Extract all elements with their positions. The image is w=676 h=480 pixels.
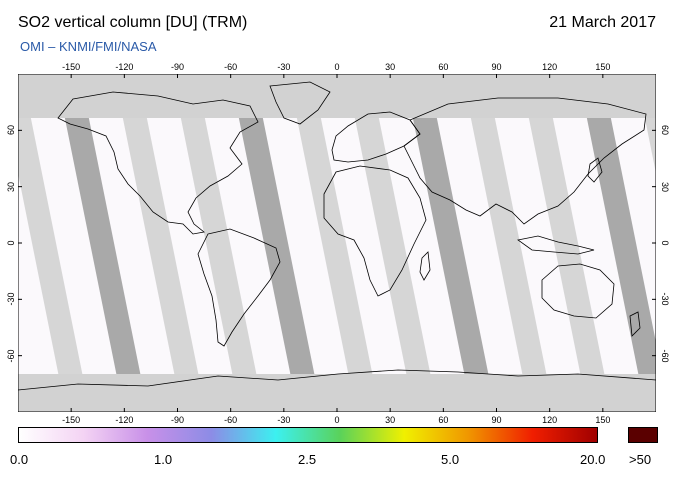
orbit-swath <box>462 74 554 412</box>
orbit-swath <box>18 74 90 412</box>
coastline-greenland <box>269 81 331 125</box>
lat-tick-label-right: 30 <box>660 181 670 192</box>
lat-tick-label-left: 30 <box>6 181 16 192</box>
lon-tick-label-bottom: -120 <box>115 415 134 425</box>
coastline-antarctica <box>18 369 656 391</box>
lat-tick-label-left: -60 <box>6 349 16 363</box>
orbit-swath <box>230 74 322 412</box>
color-scale-bar <box>18 427 598 443</box>
lat-tick-label-left: -30 <box>6 292 16 306</box>
colorbar-label-2: 2.5 <box>298 452 317 467</box>
lon-tick-label-top: -60 <box>224 62 238 72</box>
lon-tick-label-bottom: 120 <box>542 415 558 425</box>
lon-tick-label-bottom: -150 <box>62 415 81 425</box>
lon-tick-label-top: -30 <box>277 62 291 72</box>
coastline-north-america <box>57 91 259 235</box>
coastline-new-zealand <box>629 311 641 337</box>
orbit-swath <box>56 74 148 412</box>
lon-tick-label-bottom: 90 <box>491 415 502 425</box>
lon-tick-label-top: 0 <box>334 62 340 72</box>
orbit-swath <box>114 74 206 412</box>
lat-tick-label-right: 0 <box>660 240 670 246</box>
lon-tick-label-top: -90 <box>170 62 185 72</box>
lat-tick-label-right: -30 <box>660 292 670 306</box>
lon-tick-label-top: 150 <box>595 62 611 72</box>
orbit-swath <box>288 74 380 412</box>
lon-tick-label-top: -120 <box>115 62 134 72</box>
lon-tick-label-top: 30 <box>385 62 396 72</box>
over-range-swatch <box>628 427 658 443</box>
lon-tick-label-bottom: 0 <box>334 415 340 425</box>
lon-tick-label-bottom: -30 <box>277 415 291 425</box>
coastline-africa <box>323 165 427 297</box>
lat-tick-label-left: 0 <box>6 240 16 246</box>
lat-tick-label-left: 60 <box>6 125 16 136</box>
colorbar-label-4: 20.0 <box>580 452 606 467</box>
lon-tick-label-top: 90 <box>491 62 502 72</box>
orbit-swath <box>172 74 264 412</box>
lon-tick-label-top: 120 <box>542 62 558 72</box>
world-map-svg <box>18 74 656 412</box>
colorbar-label-0: 0.0 <box>10 452 29 467</box>
orbit-swath <box>404 74 496 412</box>
coastline-australia <box>541 263 615 319</box>
lat-tick-label-right: 60 <box>660 125 670 136</box>
lon-tick-label-bottom: -60 <box>224 415 238 425</box>
world-map <box>18 74 656 412</box>
lon-tick-label-bottom: -90 <box>170 415 185 425</box>
colorbar-label-5: >50 <box>629 452 652 467</box>
orbit-swath <box>346 74 438 412</box>
lon-tick-label-bottom: 60 <box>438 415 449 425</box>
coastline-asia <box>403 97 647 225</box>
orbit-swath <box>520 74 612 412</box>
colorbar-label-3: 5.0 <box>441 452 460 467</box>
map-title: SO2 vertical column [DU] (TRM) <box>18 14 248 31</box>
coastline-south-america <box>197 228 281 347</box>
north-polar-no-data <box>18 74 656 118</box>
lat-tick-label-right: -60 <box>660 349 670 363</box>
colorbar-label-1: 1.0 <box>154 452 173 467</box>
coastline-madagascar <box>419 251 431 281</box>
map-date: 21 March 2017 <box>549 14 656 31</box>
lon-tick-label-top: -150 <box>62 62 81 72</box>
lon-tick-label-top: 60 <box>438 62 449 72</box>
data-credit: OMI – KNMI/FMI/NASA <box>20 39 157 54</box>
south-polar-no-data <box>18 374 656 412</box>
coastlines <box>18 81 656 391</box>
lon-tick-label-bottom: 30 <box>385 415 396 425</box>
lon-tick-label-bottom: 150 <box>595 415 611 425</box>
coastline-indonesia <box>517 235 595 255</box>
coastline-japan <box>587 157 603 183</box>
